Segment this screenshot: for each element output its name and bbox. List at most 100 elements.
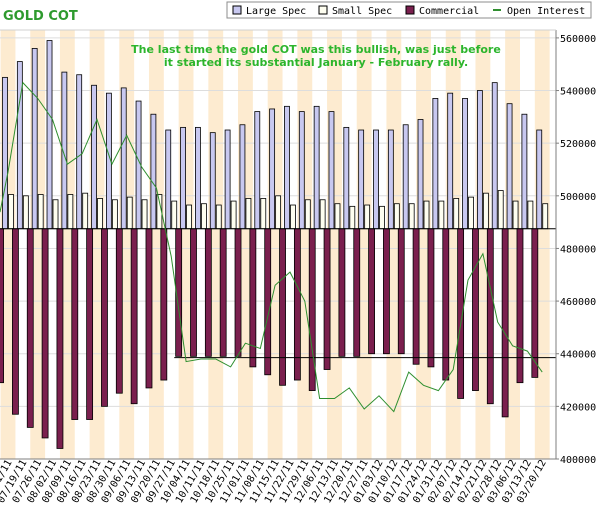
y-tick-label: 520000: [560, 139, 596, 150]
bar-large-spec: [120, 87, 127, 230]
bar-small-spec: [319, 199, 326, 230]
bar-small-spec: [52, 199, 59, 230]
bar-commercial: [412, 228, 420, 365]
y-tick-label: 540000: [560, 87, 596, 98]
bar-large-spec: [239, 124, 246, 230]
bar-commercial: [427, 228, 435, 368]
bar-large-spec: [432, 98, 439, 230]
bar-commercial: [101, 228, 108, 407]
bar-large-spec: [298, 111, 305, 230]
bar-commercial: [368, 228, 375, 355]
bar-large-spec: [402, 124, 409, 230]
y-tick-label: 500000: [560, 192, 596, 203]
bar-large-spec: [269, 108, 276, 230]
bar-large-spec: [313, 105, 320, 230]
bar-large-spec: [31, 48, 38, 230]
bar-commercial: [204, 228, 212, 357]
bar-commercial: [130, 228, 138, 405]
bar-small-spec: [260, 198, 267, 230]
legend: Large Spec Small Spec Commercial Open In…: [226, 1, 592, 19]
bar-commercial: [323, 228, 331, 370]
bar-small-spec: [379, 205, 385, 230]
bar-small-spec: [245, 198, 252, 230]
bar-commercial: [145, 228, 153, 389]
bar-large-spec: [373, 129, 379, 230]
bar-small-spec: [97, 198, 103, 230]
bar-large-spec: [284, 105, 290, 230]
bar-large-spec: [195, 126, 201, 230]
bar-large-spec: [476, 90, 483, 230]
bar-small-spec: [8, 194, 14, 230]
bar-small-spec: [111, 199, 118, 230]
bar-commercial: [501, 228, 509, 418]
bar-commercial: [516, 228, 524, 384]
bar-large-spec: [150, 113, 157, 230]
legend-label-small-spec: Small Spec: [332, 6, 392, 17]
bar-small-spec: [82, 192, 89, 230]
bar-commercial: [71, 228, 79, 420]
annotation: The last time the gold COT was this bull…: [131, 43, 501, 69]
legend-swatch-large-spec: [232, 5, 242, 15]
bar-commercial: [353, 228, 361, 357]
y-tick-label: 480000: [560, 244, 596, 255]
legend-label-large-spec: Large Spec: [246, 6, 306, 17]
bar-small-spec: [141, 199, 148, 230]
bar-commercial: [86, 228, 94, 420]
legend-label-open-interest: Open Interest: [507, 6, 585, 17]
chart-title: GOLD COT: [3, 9, 78, 24]
bar-commercial: [41, 228, 49, 439]
bar-commercial: [397, 228, 405, 355]
bar-commercial: [486, 228, 494, 405]
bar-commercial: [279, 228, 286, 386]
bar-small-spec: [201, 203, 207, 230]
bar-series: [0, 40, 556, 449]
bar-commercial: [160, 228, 168, 381]
bar-commercial: [26, 228, 34, 428]
bar-large-spec: [491, 82, 498, 230]
bar-commercial: [338, 228, 346, 357]
bar-small-spec: [230, 200, 237, 230]
bar-small-spec: [497, 190, 504, 230]
bar-small-spec: [215, 204, 222, 230]
bar-commercial: [190, 228, 197, 357]
bar-large-spec: [2, 76, 8, 230]
bar-small-spec: [275, 195, 282, 230]
bar-small-spec: [453, 198, 460, 230]
bar-small-spec: [408, 203, 415, 230]
y-tick-label: 440000: [560, 350, 596, 361]
bar-small-spec: [67, 194, 74, 230]
bar-large-spec: [46, 40, 53, 230]
annotation-line-2: it started its substantial January - Feb…: [164, 56, 468, 69]
bar-small-spec: [186, 204, 192, 230]
bar-small-spec: [171, 200, 178, 230]
bar-large-spec: [165, 129, 172, 230]
bar-commercial: [234, 228, 242, 357]
y-tick-label: 420000: [560, 402, 596, 413]
legend-swatch-small-spec: [318, 5, 328, 15]
bar-small-spec: [37, 194, 44, 230]
bar-commercial: [12, 228, 19, 415]
bar-large-spec: [536, 129, 543, 230]
bar-small-spec: [393, 203, 400, 230]
bar-large-spec: [224, 129, 231, 230]
bar-small-spec: [126, 196, 133, 230]
bar-large-spec: [180, 126, 186, 230]
bar-small-spec: [482, 192, 489, 230]
bar-commercial: [472, 228, 479, 391]
bar-commercial: [531, 228, 539, 378]
legend-swatch-commercial: [405, 5, 415, 15]
bar-small-spec: [438, 200, 445, 230]
bar-small-spec: [364, 204, 371, 230]
bar-small-spec: [349, 205, 356, 230]
bar-small-spec: [290, 204, 296, 230]
bar-large-spec: [447, 92, 454, 230]
bar-commercial: [383, 228, 390, 355]
bar-large-spec: [209, 132, 216, 230]
bar-large-spec: [506, 103, 513, 230]
legend-label-commercial: Commercial: [419, 6, 479, 17]
bar-small-spec: [527, 200, 534, 230]
bar-commercial: [0, 228, 4, 384]
bar-large-spec: [343, 126, 350, 230]
bar-large-spec: [387, 129, 394, 230]
annotation-line-1: The last time the gold COT was this bull…: [131, 43, 501, 56]
